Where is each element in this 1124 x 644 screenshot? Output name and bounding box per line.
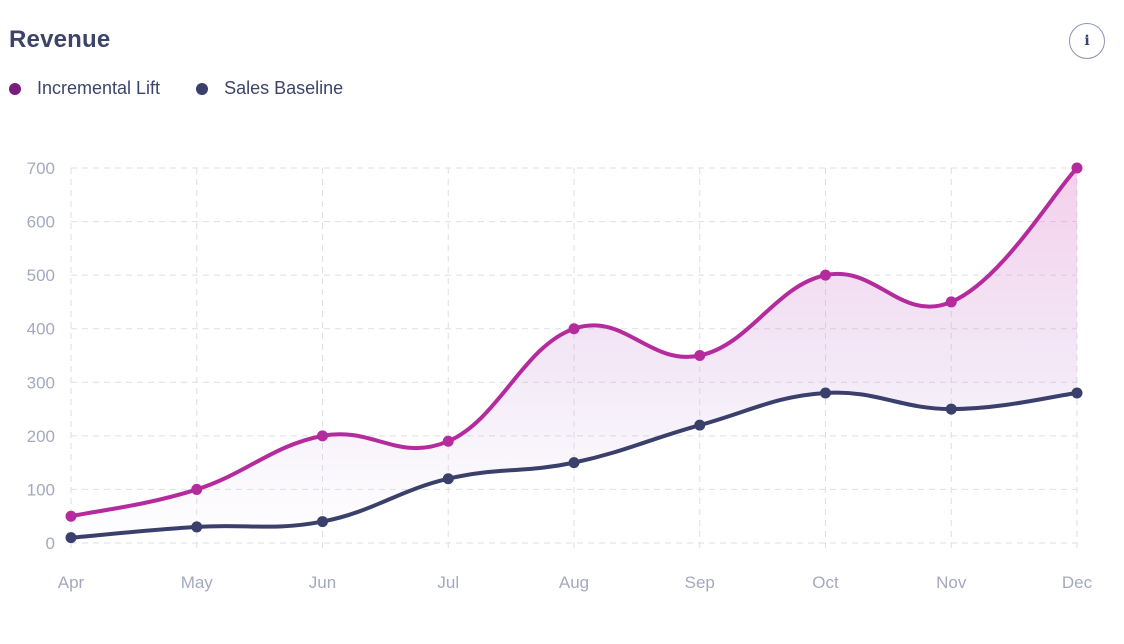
y-tick-label: 300 <box>27 373 55 392</box>
y-tick-label: 0 <box>46 534 55 553</box>
legend-item-sales-baseline[interactable]: Sales Baseline <box>196 78 343 99</box>
data-point-sales-baseline-jun[interactable] <box>317 516 328 528</box>
data-points <box>65 162 1083 544</box>
legend-dot-icon <box>196 82 209 95</box>
x-tick-label: Oct <box>812 573 839 592</box>
area-between-series <box>71 168 1077 538</box>
data-point-incremental-lift-sep[interactable] <box>694 350 706 361</box>
legend: Incremental Lift Sales Baseline <box>9 78 379 99</box>
y-tick-label: 700 <box>27 159 55 178</box>
data-point-sales-baseline-apr[interactable] <box>65 532 77 544</box>
data-point-incremental-lift-jun[interactable] <box>317 430 328 442</box>
y-tick-label: 500 <box>27 266 55 285</box>
data-point-incremental-lift-nov[interactable] <box>945 296 957 308</box>
y-tick-label: 600 <box>27 213 55 232</box>
x-tick-label: May <box>181 573 214 592</box>
x-tick-label: Dec <box>1062 573 1093 592</box>
x-tick-label: Jul <box>437 573 459 592</box>
data-point-incremental-lift-dec[interactable] <box>1071 162 1083 174</box>
data-point-incremental-lift-may[interactable] <box>191 483 203 495</box>
data-point-sales-baseline-jul[interactable] <box>442 473 454 485</box>
y-tick-label: 400 <box>27 320 55 339</box>
x-tick-label: Nov <box>936 573 967 592</box>
legend-label: Incremental Lift <box>37 78 161 98</box>
data-point-incremental-lift-apr[interactable] <box>65 510 77 522</box>
data-point-incremental-lift-jul[interactable] <box>442 435 454 447</box>
y-tick-label: 100 <box>27 480 55 499</box>
info-icon: i <box>1084 33 1090 49</box>
data-point-sales-baseline-dec[interactable] <box>1071 387 1083 399</box>
chart-title: Revenue <box>9 26 111 53</box>
data-point-sales-baseline-oct[interactable] <box>820 387 831 399</box>
data-point-sales-baseline-sep[interactable] <box>694 419 706 431</box>
area-fill <box>71 168 1077 538</box>
data-point-sales-baseline-may[interactable] <box>191 521 203 533</box>
data-point-incremental-lift-aug[interactable] <box>568 323 580 335</box>
axis-labels: 0 100 200 300 400 500 600 700 Apr May Jun Jul Aug Sep… <box>27 159 1093 592</box>
y-tick-label: 200 <box>27 427 55 446</box>
data-point-sales-baseline-nov[interactable] <box>945 403 957 415</box>
legend-label: Sales Baseline <box>224 78 344 98</box>
legend-item-incremental-lift[interactable]: Incremental Lift <box>9 78 160 99</box>
x-tick-label: Aug <box>559 573 589 592</box>
info-button[interactable]: i <box>1069 23 1105 59</box>
x-tick-label: Jun <box>309 573 336 592</box>
data-point-incremental-lift-oct[interactable] <box>820 269 831 281</box>
x-tick-label: Sep <box>685 573 715 592</box>
legend-dot-icon <box>9 82 21 95</box>
x-tick-label: Apr <box>58 573 85 592</box>
data-point-sales-baseline-aug[interactable] <box>568 457 580 469</box>
series-line-incremental-lift <box>69 166 1079 519</box>
